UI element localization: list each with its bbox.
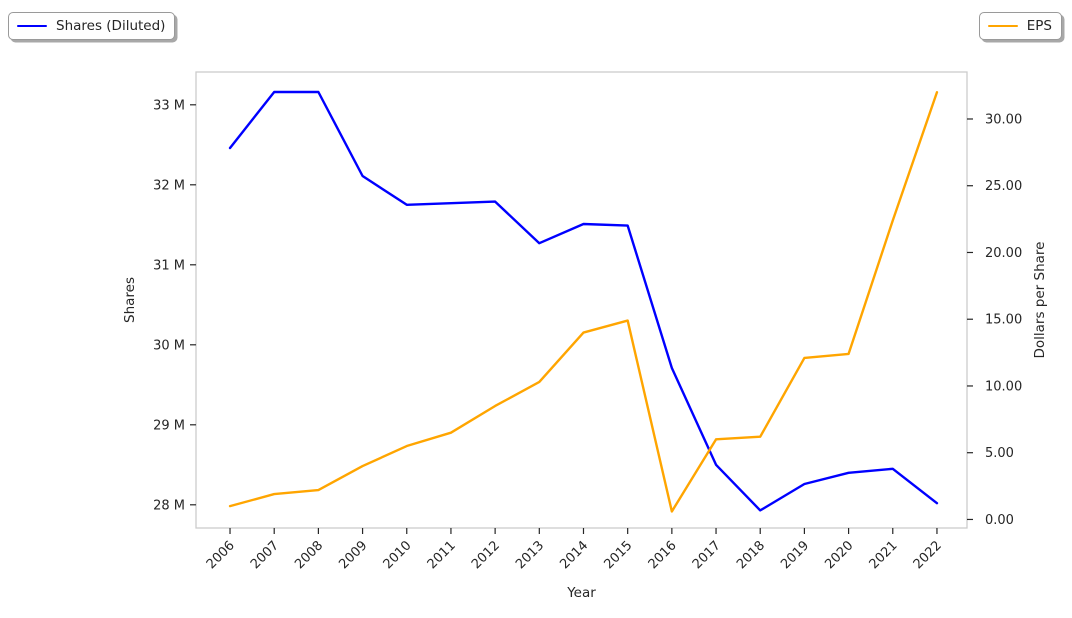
- legend-line-sample-shares: [17, 24, 47, 28]
- legend-shares-diluted: Shares (Diluted): [8, 12, 176, 40]
- left-axis-title: Shares: [122, 277, 138, 323]
- x-axis-tick-label: 2018: [734, 538, 768, 572]
- right-axis-tick-label: 0.00: [985, 513, 1014, 528]
- x-axis-tick-label: 2022: [911, 538, 945, 572]
- right-axis-tick-label: 10.00: [985, 379, 1022, 394]
- x-axis-tick-label: 2015: [601, 538, 635, 572]
- series-line-eps: [228, 91, 939, 513]
- left-axis-tick-label: 31 M: [153, 258, 185, 273]
- x-axis-tick-label: 2016: [646, 538, 680, 572]
- right-axis-tick-label: 30.00: [985, 112, 1022, 127]
- right-axis-tick-label: 20.00: [985, 246, 1022, 261]
- right-axis-tick-label: 15.00: [985, 313, 1022, 328]
- x-axis-tick-label: 2008: [292, 538, 326, 572]
- x-axis-tick-label: 2010: [381, 538, 415, 572]
- left-axis-tick-label: 33 M: [153, 98, 185, 113]
- legend-label-eps: EPS: [1026, 18, 1052, 34]
- x-axis-title: Year: [566, 585, 596, 601]
- right-axis-title: Dollars per Share: [1032, 242, 1048, 359]
- x-axis-tick-label: 2021: [867, 538, 901, 572]
- left-axis-tick-label: 32 M: [153, 178, 185, 193]
- x-axis-tick-label: 2020: [822, 538, 856, 572]
- x-axis-tick-label: 2019: [778, 538, 812, 572]
- left-axis-tick-label: 30 M: [153, 338, 185, 353]
- x-axis-tick-label: 2012: [469, 538, 503, 572]
- x-axis-tick-label: 2013: [513, 538, 547, 572]
- right-axis-tick-label: 5.00: [985, 446, 1014, 461]
- left-axis-tick-label: 29 M: [153, 418, 185, 433]
- left-axis-tick-label: 28 M: [153, 498, 185, 513]
- x-axis-tick-label: 2011: [425, 538, 459, 572]
- x-axis-tick-label: 2009: [336, 538, 370, 572]
- right-axis-tick-label: 25.00: [985, 179, 1022, 194]
- legend-label-shares: Shares (Diluted): [56, 18, 166, 34]
- x-axis-tick-label: 2014: [557, 538, 591, 572]
- legend-eps: EPS: [978, 12, 1062, 40]
- legend-line-sample-eps: [987, 24, 1018, 28]
- x-axis-tick-label: 2007: [248, 538, 282, 572]
- x-axis-tick-label: 2017: [690, 538, 724, 572]
- plot-border: [195, 71, 968, 529]
- series-line-shares_diluted: [228, 90, 939, 512]
- x-axis-tick-label: 2006: [204, 538, 238, 572]
